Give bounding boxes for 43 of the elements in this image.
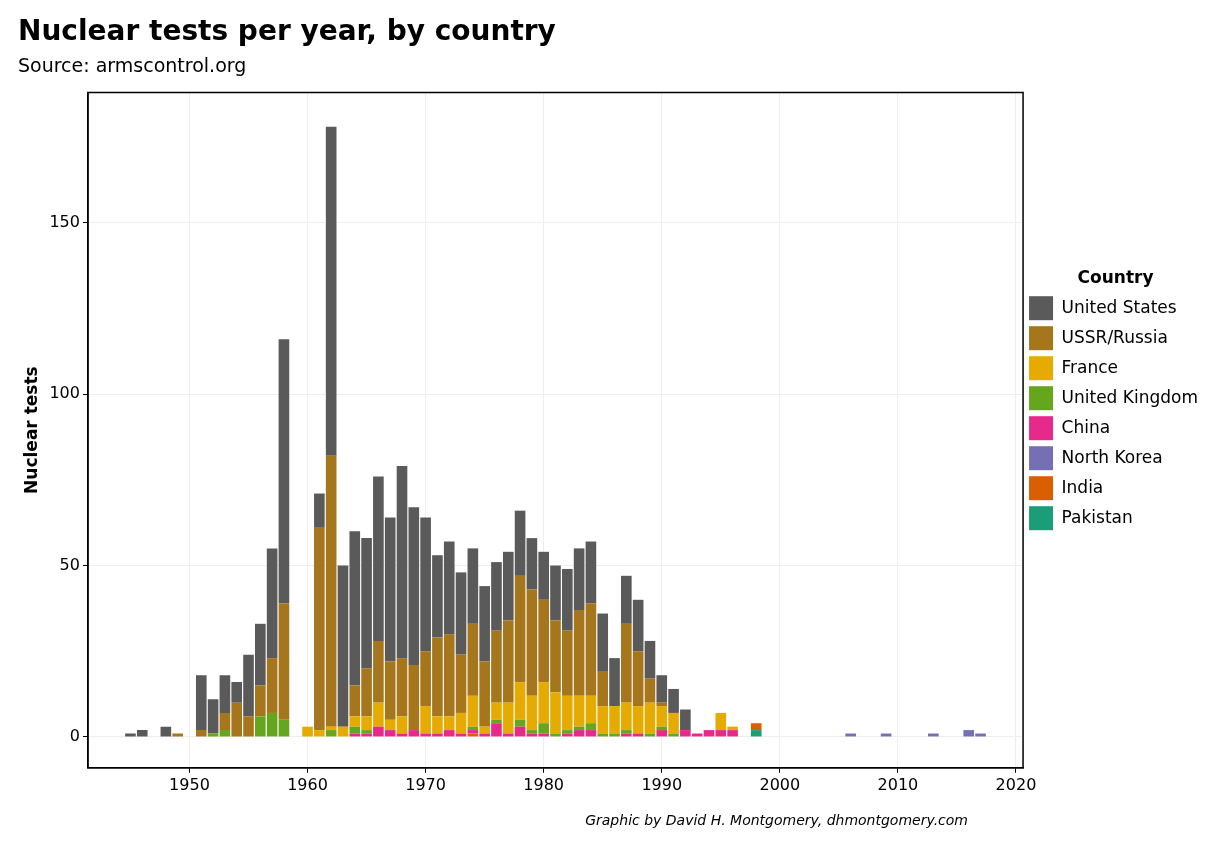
legend-label: United States: [1061, 296, 1177, 317]
bar: [585, 541, 597, 604]
bar: [195, 730, 207, 737]
bar: [750, 723, 762, 731]
x-tick-label: 1950: [169, 774, 210, 794]
y-tick-label: 50: [59, 554, 80, 574]
legend-label: USSR/Russia: [1061, 326, 1168, 347]
legend-label: North Korea: [1061, 446, 1163, 467]
bar: [585, 723, 597, 731]
chart-title: Nuclear tests per year, by country: [18, 14, 556, 48]
bar: [467, 695, 479, 727]
legend-label: India: [1061, 476, 1104, 497]
x-tick-label: 2020: [995, 774, 1037, 794]
y-tick-label: 0: [69, 726, 80, 746]
bar: [278, 339, 290, 604]
bar: [514, 719, 526, 727]
text: Graphic by David H. Montgomery, dhmontgomery.com: [584, 812, 969, 828]
legend-label: China: [1061, 416, 1111, 437]
bar: [644, 678, 656, 703]
y-axis-title: Nuclear tests: [20, 366, 41, 494]
bar: [750, 730, 762, 737]
bar: [278, 719, 290, 737]
x-tick-label: 1980: [523, 774, 565, 794]
x-tick-label: 2000: [759, 774, 801, 794]
bar: [491, 719, 502, 724]
bar: [325, 126, 337, 456]
legend-label: Pakistan: [1061, 506, 1133, 527]
x-tick-label: 2010: [877, 774, 919, 794]
legend-label: France: [1061, 356, 1119, 377]
x-tick-label: 1960: [287, 774, 328, 794]
bar: [278, 603, 290, 720]
legend-label: United Kingdom: [1061, 386, 1198, 407]
y-tick-label: 150: [49, 211, 80, 231]
bar: [479, 726, 490, 734]
bar: [656, 730, 668, 737]
y-tick-label: 100: [49, 383, 80, 403]
x-tick-label: 1970: [405, 774, 446, 794]
x-tick-label: 1990: [641, 774, 683, 794]
chart-subtitle: Source: armscontrol.org: [18, 53, 247, 76]
bar: [656, 726, 668, 731]
bar: [656, 702, 668, 707]
legend-title: Country: [1077, 266, 1154, 287]
bar: [314, 493, 325, 528]
